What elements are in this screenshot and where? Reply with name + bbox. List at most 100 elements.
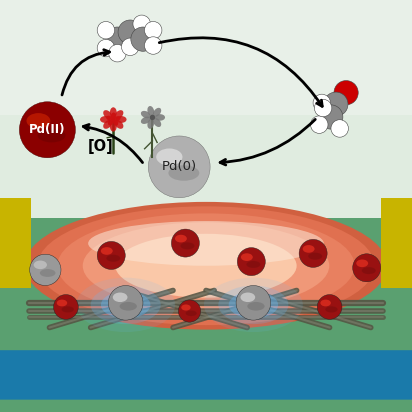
Ellipse shape <box>148 136 210 198</box>
Ellipse shape <box>325 307 338 313</box>
Ellipse shape <box>97 241 125 269</box>
Ellipse shape <box>97 21 115 39</box>
Ellipse shape <box>362 267 376 274</box>
Ellipse shape <box>181 304 191 311</box>
Ellipse shape <box>303 245 315 253</box>
Ellipse shape <box>122 38 139 56</box>
Ellipse shape <box>321 300 331 307</box>
Ellipse shape <box>105 27 129 51</box>
Ellipse shape <box>334 81 358 105</box>
Ellipse shape <box>118 20 142 44</box>
Ellipse shape <box>76 278 175 332</box>
Ellipse shape <box>101 247 113 255</box>
Ellipse shape <box>314 99 332 117</box>
Ellipse shape <box>88 221 324 266</box>
Ellipse shape <box>145 21 162 39</box>
Ellipse shape <box>106 255 120 262</box>
Ellipse shape <box>141 111 150 118</box>
Ellipse shape <box>178 300 201 322</box>
Ellipse shape <box>115 120 123 129</box>
Ellipse shape <box>109 44 126 62</box>
Text: [O]: [O] <box>88 139 114 154</box>
Ellipse shape <box>311 116 328 133</box>
Ellipse shape <box>147 106 154 116</box>
Ellipse shape <box>153 108 161 117</box>
Ellipse shape <box>57 300 67 307</box>
Ellipse shape <box>26 113 50 129</box>
Ellipse shape <box>108 119 113 125</box>
Ellipse shape <box>147 119 154 129</box>
Ellipse shape <box>113 293 127 302</box>
Ellipse shape <box>356 260 368 267</box>
Ellipse shape <box>150 115 155 120</box>
Bar <box>0 198 31 288</box>
Ellipse shape <box>57 213 355 318</box>
FancyBboxPatch shape <box>0 350 412 400</box>
Ellipse shape <box>247 302 265 311</box>
Ellipse shape <box>103 110 112 119</box>
Ellipse shape <box>324 92 348 116</box>
Bar <box>381 198 412 288</box>
Ellipse shape <box>131 27 155 51</box>
Ellipse shape <box>34 260 47 269</box>
Ellipse shape <box>106 116 112 121</box>
Ellipse shape <box>115 234 297 298</box>
Ellipse shape <box>114 116 121 121</box>
Ellipse shape <box>37 206 375 325</box>
Ellipse shape <box>110 107 117 118</box>
Ellipse shape <box>25 202 387 330</box>
Ellipse shape <box>109 296 142 314</box>
Ellipse shape <box>37 129 66 143</box>
Text: Pd(II): Pd(II) <box>29 123 66 136</box>
Ellipse shape <box>204 278 303 332</box>
Ellipse shape <box>175 235 187 242</box>
Ellipse shape <box>246 261 260 268</box>
Ellipse shape <box>133 15 150 33</box>
Ellipse shape <box>145 37 162 54</box>
Ellipse shape <box>115 110 123 119</box>
Ellipse shape <box>113 120 118 126</box>
Ellipse shape <box>156 148 183 166</box>
Ellipse shape <box>180 242 194 249</box>
Ellipse shape <box>19 102 75 158</box>
Ellipse shape <box>155 114 165 121</box>
Ellipse shape <box>111 117 116 122</box>
Ellipse shape <box>171 229 199 257</box>
Ellipse shape <box>308 253 322 260</box>
Ellipse shape <box>237 296 270 314</box>
Ellipse shape <box>111 112 116 119</box>
Ellipse shape <box>110 121 117 132</box>
Ellipse shape <box>317 295 342 319</box>
Ellipse shape <box>119 302 137 311</box>
Ellipse shape <box>108 286 143 320</box>
Ellipse shape <box>91 286 161 324</box>
Ellipse shape <box>236 286 271 320</box>
Ellipse shape <box>237 248 265 276</box>
Ellipse shape <box>103 120 112 129</box>
Ellipse shape <box>186 311 197 316</box>
Ellipse shape <box>153 118 161 127</box>
Text: Pd(0): Pd(0) <box>162 160 197 173</box>
Ellipse shape <box>229 291 278 318</box>
Ellipse shape <box>169 165 199 181</box>
Ellipse shape <box>241 293 255 302</box>
Ellipse shape <box>62 307 74 313</box>
Ellipse shape <box>40 269 56 277</box>
Ellipse shape <box>313 94 330 112</box>
Ellipse shape <box>218 286 288 324</box>
Bar <box>0 0 412 218</box>
Ellipse shape <box>141 117 150 124</box>
Ellipse shape <box>353 254 381 282</box>
Ellipse shape <box>318 105 343 129</box>
Ellipse shape <box>331 120 349 137</box>
Ellipse shape <box>100 116 111 123</box>
Ellipse shape <box>241 253 253 261</box>
Ellipse shape <box>299 239 327 267</box>
Ellipse shape <box>54 295 78 319</box>
Ellipse shape <box>101 291 150 318</box>
Bar <box>0 0 412 115</box>
Ellipse shape <box>116 116 126 123</box>
Ellipse shape <box>83 222 329 309</box>
Ellipse shape <box>30 254 61 286</box>
Ellipse shape <box>97 39 115 57</box>
